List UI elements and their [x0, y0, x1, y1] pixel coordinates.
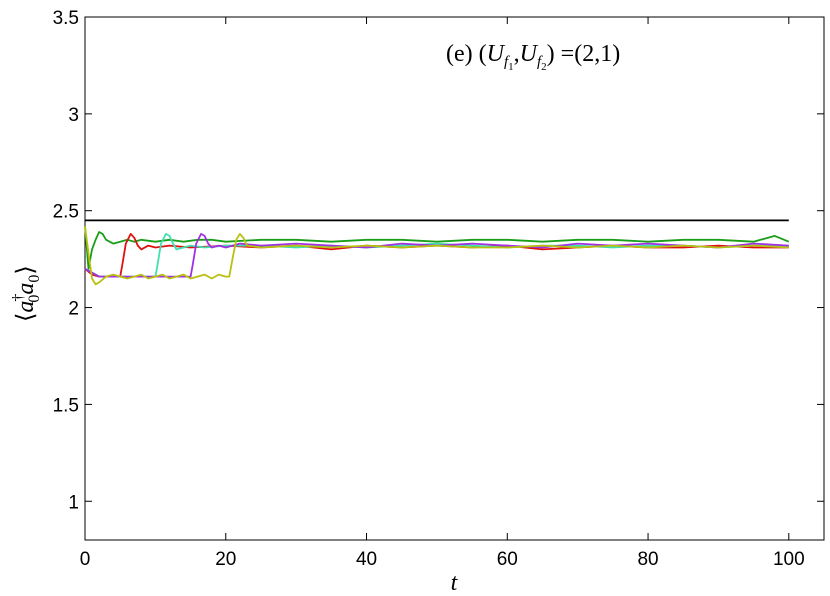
x-tick-label: 40 — [356, 549, 377, 570]
tick-layer: 0 20 40 60 80 100 1 1.5 2 2.5 3 3.5 — [53, 8, 824, 570]
series-layer — [84, 219, 790, 286]
x-tick-label: 60 — [497, 549, 518, 570]
y-tick-label: 3 — [68, 105, 79, 126]
y-tick-label: 1 — [68, 492, 79, 513]
y-tick-label: 2 — [68, 299, 79, 320]
series-line-4 — [84, 233, 789, 278]
chart-annotation: (e) (Uf1,Uf2) =(2,1) — [446, 41, 620, 73]
y-tick-label: 1.5 — [53, 395, 79, 416]
series-line-2 — [84, 226, 790, 270]
x-tick-label: 0 — [80, 549, 91, 570]
x-axis-label: t — [451, 570, 459, 596]
y-axis-label: ⟨a†0a0⟩ — [10, 265, 43, 322]
y-tick-label: 2.5 — [53, 202, 79, 223]
x-tick-label: 20 — [215, 549, 236, 570]
series-line-5 — [84, 233, 789, 278]
x-tick-label: 100 — [773, 549, 805, 570]
y-tick-label: 3.5 — [53, 8, 79, 29]
plot-frame — [84, 16, 825, 541]
series-line-6 — [84, 226, 789, 286]
plot-area: 0 20 40 60 80 100 1 1.5 2 2.5 3 3.5 — [53, 8, 825, 570]
x-tick-label: 80 — [637, 549, 658, 570]
